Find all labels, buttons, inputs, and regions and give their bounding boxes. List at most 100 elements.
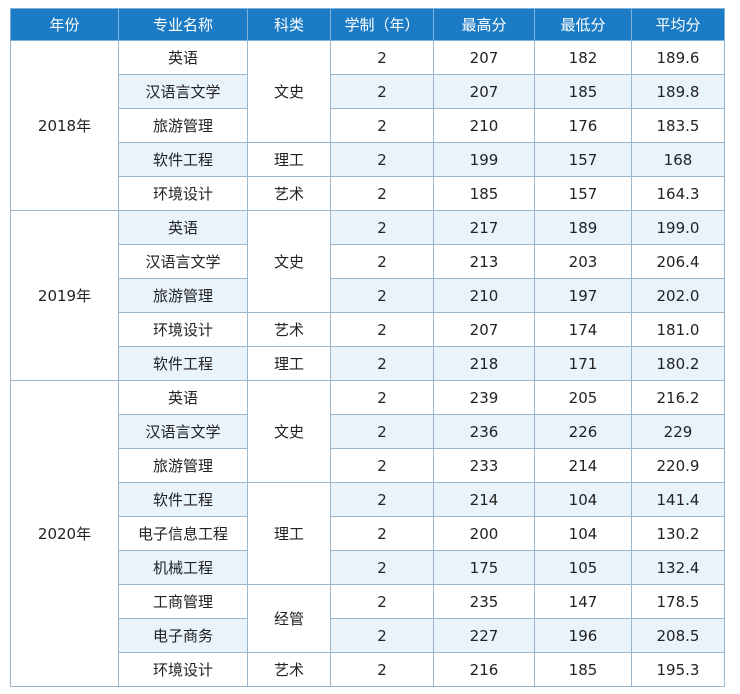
avg-score-cell: 178.5 <box>631 584 725 619</box>
header-min-score: 最低分 <box>534 8 632 41</box>
table-row: 机械工程 2 175 105 132.4 <box>11 550 725 585</box>
major-cell: 旅游管理 <box>118 278 248 313</box>
min-score-cell: 105 <box>534 550 632 585</box>
duration-cell: 2 <box>330 312 434 347</box>
avg-score-cell: 130.2 <box>631 516 725 551</box>
min-score-cell: 214 <box>534 448 632 483</box>
max-score-cell: 218 <box>433 346 535 381</box>
category-cell: 艺术 <box>247 652 331 687</box>
table-row: 旅游管理 2 210 176 183.5 <box>11 108 725 143</box>
table-row: 电子信息工程 2 200 104 130.2 <box>11 516 725 551</box>
major-cell: 软件工程 <box>118 142 248 177</box>
duration-cell: 2 <box>330 108 434 143</box>
table-row: 2018年 英语 文史 2 207 182 189.6 <box>10 40 725 211</box>
max-score-cell: 207 <box>433 312 535 347</box>
table-row: 2020年 英语 文史 2 239 205 216.2 <box>10 380 725 687</box>
duration-cell: 2 <box>330 176 434 211</box>
max-score-cell: 185 <box>433 176 535 211</box>
duration-cell: 2 <box>330 618 434 653</box>
min-score-cell: 147 <box>534 584 632 619</box>
avg-score-cell: 189.8 <box>631 74 725 109</box>
avg-score-cell: 220.9 <box>631 448 725 483</box>
major-cell: 英语 <box>118 210 248 245</box>
category-cell: 文史 <box>247 40 331 143</box>
duration-cell: 2 <box>330 40 434 75</box>
avg-score-cell: 164.3 <box>631 176 725 211</box>
category-cell: 文史 <box>247 210 331 313</box>
major-cell: 电子信息工程 <box>118 516 248 551</box>
category-cell: 经管 <box>247 584 331 653</box>
major-cell: 软件工程 <box>118 346 248 381</box>
avg-score-cell: 206.4 <box>631 244 725 279</box>
table-row: 汉语言文学 2 213 203 206.4 <box>11 244 725 279</box>
max-score-cell: 210 <box>433 278 535 313</box>
max-score-cell: 236 <box>433 414 535 449</box>
major-cell: 环境设计 <box>118 652 248 687</box>
max-score-cell: 235 <box>433 584 535 619</box>
max-score-cell: 239 <box>433 380 535 415</box>
max-score-cell: 207 <box>433 74 535 109</box>
avg-score-cell: 183.5 <box>631 108 725 143</box>
table-row: 软件工程 理工 2 199 157 168 <box>11 142 725 177</box>
min-score-cell: 182 <box>534 40 632 75</box>
table-row: 旅游管理 2 233 214 220.9 <box>11 448 725 483</box>
min-score-cell: 185 <box>534 74 632 109</box>
header-major: 专业名称 <box>118 8 248 41</box>
max-score-cell: 216 <box>433 652 535 687</box>
category-cell: 艺术 <box>247 176 331 211</box>
duration-cell: 2 <box>330 448 434 483</box>
major-cell: 英语 <box>118 40 248 75</box>
table-row: 2019年 英语 文史 2 217 189 199.0 <box>10 210 725 381</box>
major-cell: 机械工程 <box>118 550 248 585</box>
year-cell: 2020年 <box>10 380 119 687</box>
table-row: 旅游管理 2 210 197 202.0 <box>11 278 725 313</box>
major-cell: 旅游管理 <box>118 448 248 483</box>
avg-score-cell: 229 <box>631 414 725 449</box>
max-score-cell: 213 <box>433 244 535 279</box>
avg-score-cell: 189.6 <box>631 40 725 75</box>
avg-score-cell: 199.0 <box>631 210 725 245</box>
duration-cell: 2 <box>330 482 434 517</box>
max-score-cell: 207 <box>433 40 535 75</box>
min-score-cell: 174 <box>534 312 632 347</box>
duration-cell: 2 <box>330 414 434 449</box>
min-score-cell: 171 <box>534 346 632 381</box>
major-cell: 汉语言文学 <box>118 414 248 449</box>
table-row: 工商管理 经管 2 235 147 178.5 <box>11 584 725 653</box>
table-row: 软件工程 理工 2 218 171 180.2 <box>11 346 725 381</box>
table-row: 环境设计 艺术 2 216 185 195.3 <box>11 652 725 687</box>
major-cell: 英语 <box>118 380 248 415</box>
max-score-cell: 200 <box>433 516 535 551</box>
duration-cell: 2 <box>330 278 434 313</box>
max-score-cell: 210 <box>433 108 535 143</box>
min-score-cell: 196 <box>534 618 632 653</box>
header-year: 年份 <box>10 8 119 41</box>
major-cell: 软件工程 <box>118 482 248 517</box>
major-cell: 电子商务 <box>118 618 248 653</box>
duration-cell: 2 <box>330 142 434 177</box>
category-cell: 文史 <box>247 380 331 483</box>
header-max-score: 最高分 <box>433 8 535 41</box>
duration-cell: 2 <box>330 550 434 585</box>
category-cell: 理工 <box>247 142 331 177</box>
avg-score-cell: 202.0 <box>631 278 725 313</box>
duration-cell: 2 <box>330 380 434 415</box>
min-score-cell: 157 <box>534 142 632 177</box>
duration-cell: 2 <box>330 346 434 381</box>
min-score-cell: 185 <box>534 652 632 687</box>
min-score-cell: 176 <box>534 108 632 143</box>
avg-score-cell: 195.3 <box>631 652 725 687</box>
avg-score-cell: 132.4 <box>631 550 725 585</box>
header-category: 科类 <box>247 8 331 41</box>
major-cell: 旅游管理 <box>118 108 248 143</box>
table-row: 汉语言文学 2 236 226 229 <box>11 414 725 449</box>
header-avg-score: 平均分 <box>631 8 725 41</box>
avg-score-cell: 181.0 <box>631 312 725 347</box>
major-cell: 环境设计 <box>118 312 248 347</box>
duration-cell: 2 <box>330 584 434 619</box>
avg-score-cell: 216.2 <box>631 380 725 415</box>
min-score-cell: 226 <box>534 414 632 449</box>
min-score-cell: 203 <box>534 244 632 279</box>
major-cell: 环境设计 <box>118 176 248 211</box>
avg-score-cell: 141.4 <box>631 482 725 517</box>
